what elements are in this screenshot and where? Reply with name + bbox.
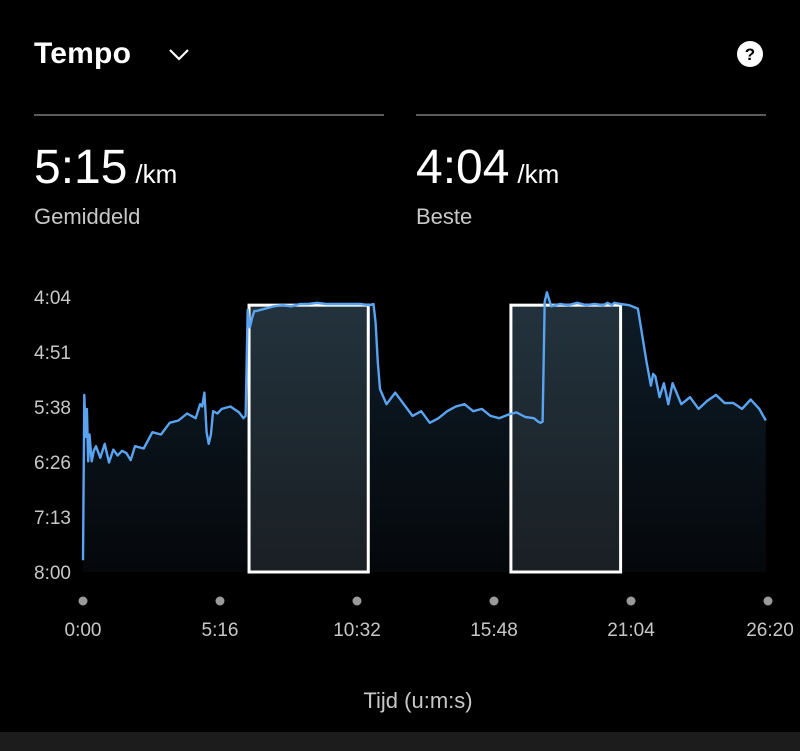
pace-area-fill bbox=[83, 292, 766, 572]
y-tick-label: 8:00 bbox=[34, 563, 71, 584]
metric-title: Tempo bbox=[34, 37, 132, 70]
x-tick-dot bbox=[763, 596, 773, 606]
y-tick-label: 6:26 bbox=[34, 453, 71, 474]
average-pace-stat: 5:15/km Gemiddeld bbox=[34, 140, 177, 230]
x-tick-label: 0:00 bbox=[65, 620, 102, 641]
x-tick-dot bbox=[352, 596, 362, 606]
y-tick-label: 7:13 bbox=[34, 508, 71, 529]
best-pace-value: 4:04 bbox=[416, 141, 510, 194]
x-tick-label: 21:04 bbox=[607, 620, 655, 641]
help-circle-icon[interactable]: ? bbox=[736, 40, 764, 68]
x-tick-dot bbox=[78, 596, 88, 606]
best-pace-label: Beste bbox=[416, 204, 473, 229]
divider-right bbox=[416, 114, 766, 116]
pace-chart: 4:04 4:51 5:38 6:26 7:13 8:00 0:00 5:16 10:32 15… bbox=[34, 288, 794, 713]
interval-block bbox=[247, 303, 370, 574]
chevron-down-icon[interactable] bbox=[167, 42, 191, 66]
header: Tempo bbox=[34, 34, 191, 74]
x-axis-label: Tijd (u:m:s) bbox=[363, 688, 472, 713]
bottom-bar bbox=[0, 732, 800, 751]
svg-text:?: ? bbox=[745, 45, 755, 64]
y-tick-label: 4:51 bbox=[34, 343, 71, 364]
best-pace-stat: 4:04/km Beste bbox=[416, 140, 559, 230]
x-tick-label: 5:16 bbox=[202, 620, 239, 641]
interval-block bbox=[509, 303, 623, 574]
average-pace-unit: /km bbox=[135, 159, 178, 189]
average-pace-label: Gemiddeld bbox=[34, 204, 141, 229]
x-tick-dot bbox=[215, 596, 225, 606]
y-tick-label: 4:04 bbox=[34, 288, 71, 309]
x-tick-label: 26:20 bbox=[746, 620, 794, 641]
pace-line bbox=[81, 291, 767, 561]
y-tick-label: 5:38 bbox=[34, 398, 71, 419]
x-tick-label: 15:48 bbox=[470, 620, 518, 641]
divider-left bbox=[34, 114, 384, 116]
average-pace-value: 5:15 bbox=[34, 141, 128, 194]
x-tick-label: 10:32 bbox=[333, 620, 381, 641]
best-pace-unit: /km bbox=[517, 159, 560, 189]
x-tick-dot bbox=[626, 596, 636, 606]
x-tick-dot bbox=[489, 596, 499, 606]
